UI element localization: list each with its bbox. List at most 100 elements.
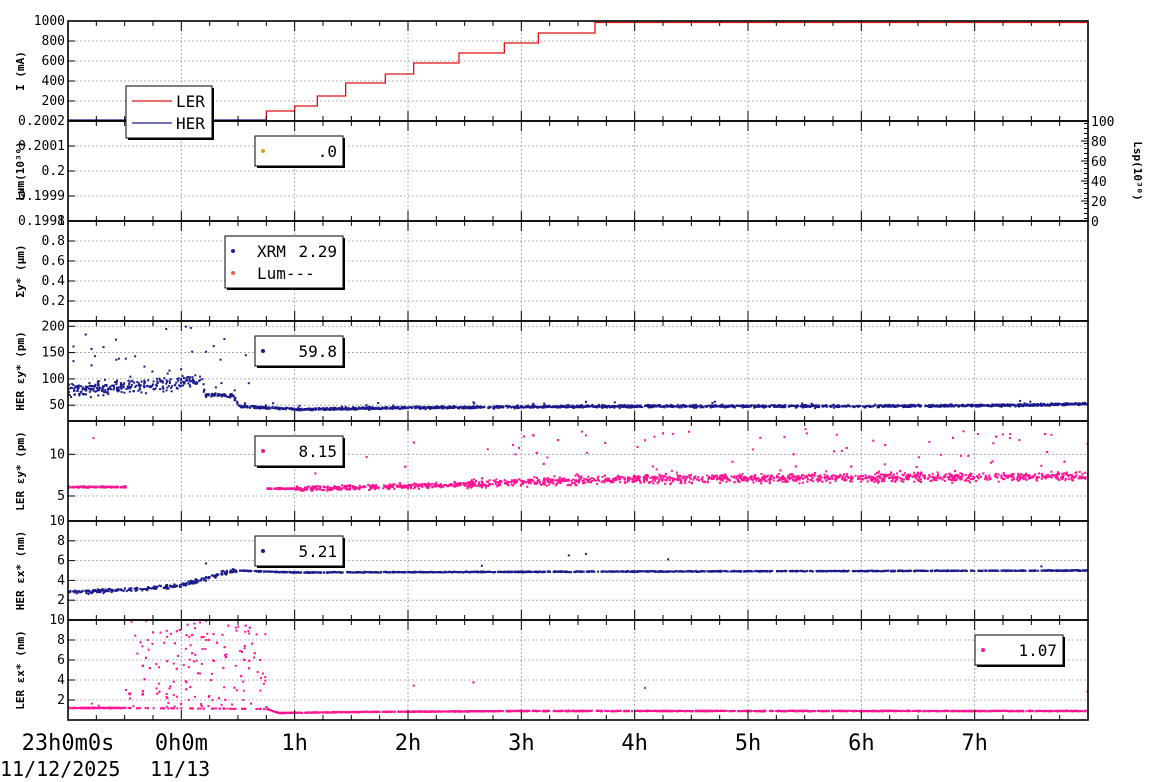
data-point xyxy=(920,472,923,475)
data-point xyxy=(324,407,327,410)
data-point xyxy=(874,477,877,480)
data-point xyxy=(134,385,137,388)
data-point xyxy=(552,482,555,485)
data-point xyxy=(889,405,892,408)
data-point xyxy=(71,382,74,385)
data-point xyxy=(701,405,704,408)
data-point xyxy=(847,405,850,408)
data-point xyxy=(472,484,475,487)
data-point xyxy=(77,387,80,390)
data-point xyxy=(471,484,474,487)
data-point xyxy=(600,481,603,484)
data-point xyxy=(793,475,796,478)
data-point xyxy=(499,483,502,486)
data-point xyxy=(791,478,794,481)
data-point xyxy=(751,448,754,451)
data-point xyxy=(532,434,535,437)
data-point xyxy=(320,488,323,491)
data-point xyxy=(795,476,798,479)
data-point xyxy=(310,487,313,490)
data-point xyxy=(470,482,473,485)
data-point xyxy=(1005,403,1008,406)
data-point xyxy=(844,475,847,478)
data-point xyxy=(649,480,652,483)
data-point xyxy=(959,404,962,407)
data-point xyxy=(804,475,807,478)
data-point xyxy=(818,406,821,409)
data-point xyxy=(947,476,950,479)
data-point xyxy=(333,485,336,488)
data-point xyxy=(795,406,798,409)
data-point xyxy=(560,477,563,480)
data-point xyxy=(368,485,371,488)
data-point xyxy=(614,405,617,408)
data-point xyxy=(164,586,167,589)
data-point xyxy=(192,381,195,384)
data-point xyxy=(545,478,548,481)
data-point xyxy=(161,381,164,384)
data-point xyxy=(1046,403,1049,406)
data-point xyxy=(465,482,468,485)
data-point xyxy=(826,475,829,478)
data-point xyxy=(543,405,546,408)
data-point xyxy=(328,488,331,491)
data-point xyxy=(97,394,100,397)
data-point xyxy=(787,405,790,408)
data-point xyxy=(336,486,339,489)
data-point xyxy=(345,486,348,489)
data-point xyxy=(873,404,876,407)
data-point xyxy=(537,406,540,409)
data-point xyxy=(331,407,334,410)
data-point xyxy=(1035,404,1038,407)
data-point xyxy=(1047,475,1050,478)
data-point xyxy=(839,474,842,477)
data-point xyxy=(129,385,132,388)
data-point xyxy=(229,393,232,396)
data-point xyxy=(622,406,625,409)
data-point xyxy=(136,381,139,384)
data-point xyxy=(113,486,116,489)
data-point xyxy=(554,479,557,482)
data-point xyxy=(149,386,152,389)
data-point xyxy=(1000,404,1003,407)
data-point xyxy=(826,474,829,477)
data-point xyxy=(905,476,908,479)
data-point xyxy=(90,364,93,367)
data-point xyxy=(304,408,307,411)
data-point xyxy=(1061,478,1064,481)
data-point xyxy=(462,482,465,485)
data-point xyxy=(672,478,675,481)
data-point xyxy=(890,405,893,408)
data-point xyxy=(811,480,814,483)
data-point xyxy=(326,485,329,488)
data-point xyxy=(478,483,481,486)
data-point xyxy=(845,478,848,481)
data-point xyxy=(369,487,372,490)
data-point xyxy=(917,478,920,481)
data-point xyxy=(188,377,191,380)
data-point xyxy=(1016,476,1019,479)
data-point xyxy=(664,475,667,478)
data-point xyxy=(784,480,787,483)
data-point xyxy=(829,481,832,484)
data-point xyxy=(96,485,99,488)
data-point xyxy=(744,475,747,478)
data-point xyxy=(196,580,199,583)
data-point xyxy=(81,388,84,391)
data-point xyxy=(651,480,654,483)
data-point xyxy=(284,408,287,411)
data-point xyxy=(843,477,846,480)
data-point xyxy=(603,481,606,484)
data-point xyxy=(535,405,538,408)
data-point xyxy=(810,479,813,482)
data-point xyxy=(876,478,879,481)
data-point xyxy=(580,404,583,407)
data-point xyxy=(1067,478,1070,481)
data-point xyxy=(759,436,762,439)
data-point xyxy=(159,379,162,382)
data-point xyxy=(740,478,743,481)
data-point xyxy=(558,480,561,483)
data-point xyxy=(611,405,614,408)
data-point xyxy=(396,406,399,409)
data-point xyxy=(853,405,856,408)
